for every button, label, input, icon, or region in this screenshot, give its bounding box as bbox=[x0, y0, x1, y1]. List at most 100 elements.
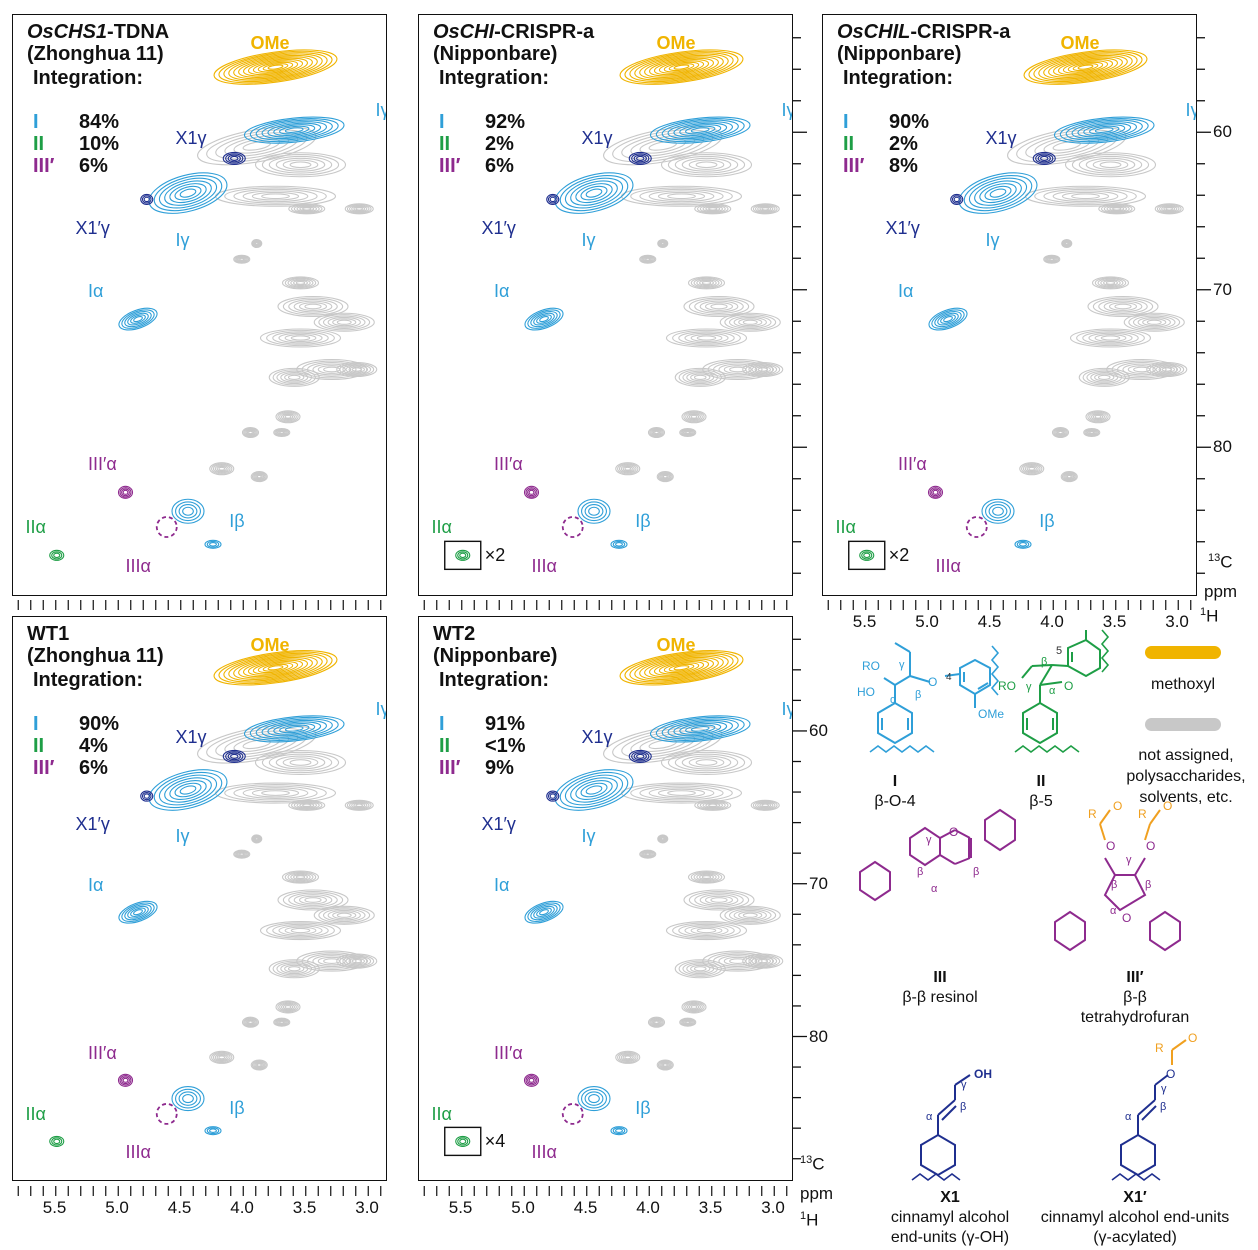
iiipalpha-label: III′α bbox=[88, 1042, 117, 1063]
scale-note: ×2 bbox=[484, 545, 506, 566]
panel-title-rest: -TDNA bbox=[107, 21, 170, 43]
x1pgamma-label: X1′γ bbox=[481, 813, 516, 834]
iiialpha-marker bbox=[155, 1102, 178, 1125]
x1gamma-label: X1γ bbox=[985, 127, 1017, 148]
bottom-mid-x-tick-1: 5.0 bbox=[511, 1198, 535, 1217]
ialpha-peak bbox=[118, 307, 158, 331]
unassigned-peak bbox=[687, 870, 726, 884]
bottom-left-x-tick-4: 3.5 bbox=[292, 1198, 317, 1217]
unassigned-peak bbox=[679, 427, 697, 438]
ialpha-label: Iα bbox=[88, 280, 104, 301]
svg-text:β: β bbox=[1160, 1101, 1166, 1113]
legend-label-methoxyl: methoxyl bbox=[1150, 676, 1216, 693]
unassigned-peak bbox=[603, 724, 723, 764]
svg-text:O: O bbox=[1163, 799, 1172, 813]
igamma-peak-upper bbox=[243, 116, 345, 144]
top-x-tick-3: 4.0 bbox=[1040, 612, 1064, 631]
ome-label: OMe bbox=[1060, 33, 1100, 54]
ialpha-label: Iα bbox=[898, 280, 914, 301]
unassigned-peak bbox=[1060, 471, 1078, 483]
x-nucleus-label-bottom: 1H bbox=[800, 1210, 819, 1230]
unassigned-peak bbox=[281, 870, 320, 884]
unassigned-peak bbox=[620, 782, 743, 804]
panel-subtitle: (Nipponbare) bbox=[433, 645, 558, 667]
struct-I-text-HO: HO bbox=[857, 685, 875, 699]
iiipalpha-label: III′α bbox=[898, 454, 927, 474]
unassigned-peak bbox=[233, 849, 251, 859]
unassigned-peak bbox=[1154, 203, 1184, 215]
legend-swatch-unassigned bbox=[1145, 718, 1221, 731]
ialpha-label: Iα bbox=[494, 874, 510, 895]
unassigned-peak bbox=[259, 921, 342, 941]
unassigned-peak bbox=[665, 921, 748, 941]
ome-peak bbox=[619, 650, 744, 686]
panel-subtitle: (Zhonghua 11) bbox=[27, 43, 164, 65]
unassigned-peak bbox=[1069, 328, 1152, 348]
bottom-mid-x-tick-2: 4.5 bbox=[573, 1198, 598, 1217]
panel-subtitle: (Nipponbare) bbox=[837, 43, 962, 65]
integration-III-value: 6% bbox=[485, 155, 514, 177]
integration-label: Integration: bbox=[33, 67, 143, 89]
svg-text:γ: γ bbox=[1126, 854, 1132, 866]
igamma-peak-lower bbox=[148, 172, 228, 214]
scale-note: ×2 bbox=[888, 545, 910, 566]
svg-text:O: O bbox=[1113, 799, 1122, 813]
x1gamma-label: X1γ bbox=[175, 127, 207, 148]
unassigned-peak bbox=[313, 312, 375, 332]
igamma-label-upper: Iγ bbox=[781, 99, 793, 120]
structure-II-drawing bbox=[1014, 629, 1110, 753]
struct-I-text-RO: RO bbox=[862, 659, 880, 673]
svg-text:γ: γ bbox=[926, 834, 932, 846]
top-x-tick-4: 3.5 bbox=[1102, 612, 1127, 631]
legend-label-unassigned: not assigned, polysaccharides, solvents,… bbox=[1126, 747, 1246, 806]
integration-II-label: II bbox=[439, 133, 451, 155]
x1pgamma-peak bbox=[950, 193, 964, 205]
integration-III-label: III′ bbox=[439, 757, 461, 779]
iiialpha-marker bbox=[155, 516, 178, 538]
svg-text:γ: γ bbox=[1161, 1083, 1167, 1095]
unassigned-peak bbox=[1019, 462, 1045, 476]
unassigned-peak bbox=[647, 426, 666, 439]
right-y-tick-0: 60 bbox=[1213, 122, 1232, 142]
svg-text:β: β bbox=[973, 866, 979, 878]
x1pgamma-peak bbox=[140, 790, 154, 802]
iiipalpha-label: III′α bbox=[494, 1042, 523, 1063]
iiialpha-label: IIIα bbox=[531, 556, 557, 577]
unassigned-peak bbox=[1051, 426, 1070, 439]
svg-text:R: R bbox=[1088, 807, 1097, 821]
struct-II-label: II bbox=[1036, 773, 1046, 790]
x1pgamma-label: X1′γ bbox=[75, 217, 110, 238]
spectrum-wt2 bbox=[444, 650, 784, 1157]
integration-I-value: 92% bbox=[485, 111, 526, 133]
ome-label: OMe bbox=[250, 33, 290, 54]
x1gamma-peak bbox=[628, 151, 652, 165]
ibeta-peak-cluster bbox=[981, 498, 1015, 524]
iiipalpha-peak bbox=[523, 485, 540, 499]
x1gamma-label: X1γ bbox=[581, 127, 613, 148]
unassigned-peak bbox=[687, 276, 726, 290]
bottom-mid-x-tick-0: 5.5 bbox=[448, 1198, 473, 1217]
svg-text:RO: RO bbox=[998, 679, 1016, 693]
iiipalpha-peak bbox=[927, 485, 944, 499]
unassigned-peak bbox=[233, 254, 251, 264]
panel-oschi: OsCHI-CRISPR-a (Nipponbare) Integration: I 9… bbox=[418, 14, 793, 596]
iiialpha-label: IIIα bbox=[531, 1142, 557, 1163]
ibeta-peak bbox=[1014, 539, 1032, 549]
unassigned-peak bbox=[254, 152, 347, 178]
igamma-label-upper: Iγ bbox=[781, 699, 793, 720]
unassigned-peak bbox=[1123, 312, 1185, 332]
structure-III-drawing bbox=[859, 808, 1016, 902]
unassigned-peak bbox=[259, 328, 342, 348]
iialpha-box bbox=[848, 540, 886, 571]
struct-III-desc: β-β resinol bbox=[902, 989, 978, 1006]
unassigned-peak bbox=[1087, 295, 1159, 318]
ialpha-label: Iα bbox=[494, 280, 510, 301]
integration-I-label: I bbox=[33, 713, 39, 735]
integration-III-value: 6% bbox=[79, 155, 108, 177]
ome-label: OMe bbox=[250, 634, 290, 655]
svg-text:R: R bbox=[1138, 807, 1147, 821]
ialpha-label: Iα bbox=[88, 874, 104, 895]
iiipalpha-label: III′α bbox=[494, 454, 523, 474]
bottom-left-x-tick-3: 4.0 bbox=[230, 1198, 254, 1217]
unassigned-peak bbox=[1146, 361, 1188, 378]
